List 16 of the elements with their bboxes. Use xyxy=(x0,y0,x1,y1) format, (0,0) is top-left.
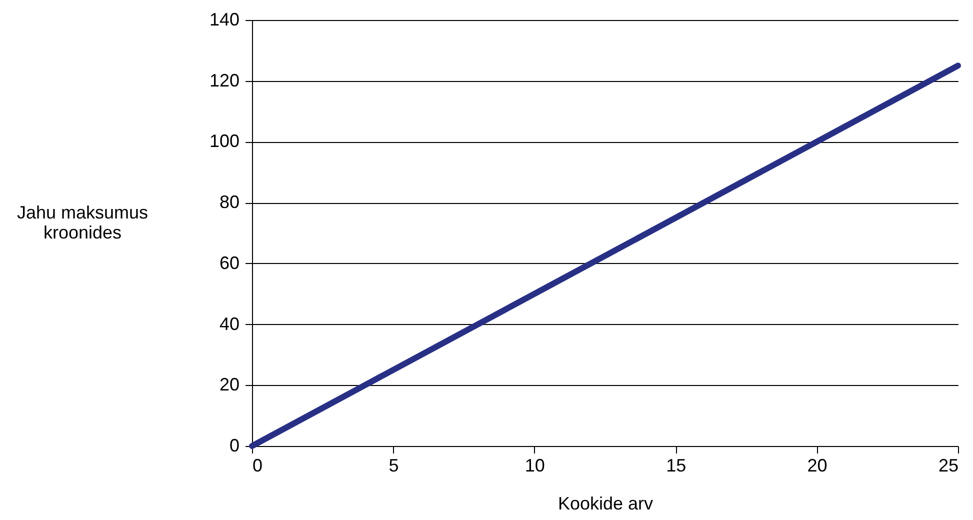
y-tick-label: 0 xyxy=(229,436,240,456)
x-tick-label: 20 xyxy=(807,456,828,476)
y-axis-title: Jahu maksumus kroonides xyxy=(16,202,148,242)
x-tick-label: 15 xyxy=(666,456,686,476)
y-tick-label: 100 xyxy=(209,131,240,152)
x-tick-label: 25 xyxy=(938,456,958,476)
y-tick-label: 40 xyxy=(219,314,240,334)
x-axis-title: Kookide arv xyxy=(558,494,654,514)
y-tick-label: 120 xyxy=(209,70,240,90)
x-tick-label: 10 xyxy=(524,456,545,476)
x-tick-label: 0 xyxy=(252,456,263,476)
y-tick-label: 20 xyxy=(219,374,240,395)
y-tick-label: 140 xyxy=(209,10,240,30)
y-tick-label: 80 xyxy=(219,192,240,212)
y-tick-label: 60 xyxy=(219,252,240,273)
x-tick-label: 5 xyxy=(388,456,399,476)
